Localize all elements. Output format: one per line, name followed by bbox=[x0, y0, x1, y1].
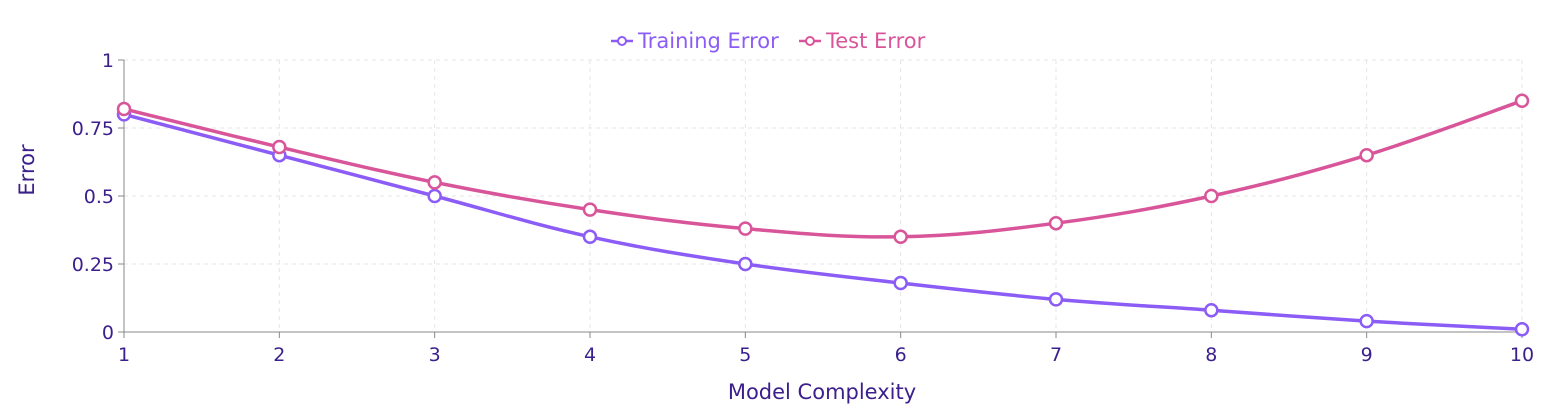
data-point-training-error[interactable] bbox=[1048, 292, 1064, 307]
y-tick-label: 0.75 bbox=[72, 118, 114, 140]
data-point-training-error[interactable] bbox=[1204, 302, 1219, 318]
y-axis-ticks: 0 0.25 0.5 0.75 1 bbox=[72, 50, 124, 344]
series-layer bbox=[116, 93, 1530, 337]
x-tick-label: 5 bbox=[739, 344, 751, 366]
series-training-error bbox=[116, 107, 1530, 337]
y-tick-label: 0 bbox=[102, 322, 114, 344]
data-point-test-error[interactable] bbox=[427, 175, 442, 190]
data-point-test-error[interactable] bbox=[1359, 147, 1374, 163]
x-tick-label: 7 bbox=[1050, 344, 1062, 366]
data-point-test-error[interactable] bbox=[893, 229, 908, 245]
data-point-training-error[interactable] bbox=[1359, 313, 1374, 329]
data-point-training-error[interactable] bbox=[582, 229, 598, 245]
x-tick-label: 1 bbox=[118, 344, 130, 366]
legend: Training Error Test Error bbox=[611, 29, 926, 53]
x-tick-label: 2 bbox=[273, 344, 285, 366]
legend-label-training-error: Training Error bbox=[637, 29, 779, 53]
data-point-test-error[interactable] bbox=[582, 202, 598, 217]
x-tick-label: 4 bbox=[584, 344, 596, 366]
series-test-error bbox=[116, 93, 1530, 245]
x-tick-label: 9 bbox=[1361, 344, 1373, 366]
data-point-training-error[interactable] bbox=[738, 256, 753, 272]
data-point-training-error[interactable] bbox=[1514, 322, 1530, 337]
x-axis-title: Model Complexity bbox=[728, 380, 916, 404]
data-point-test-error[interactable] bbox=[272, 139, 287, 155]
data-point-training-error[interactable] bbox=[427, 188, 442, 204]
y-tick-label: 0.5 bbox=[84, 186, 114, 208]
series-line-test-error bbox=[122, 99, 1524, 239]
legend-label-test-error: Test Error bbox=[825, 29, 926, 53]
x-tick-label: 8 bbox=[1205, 344, 1217, 366]
data-point-test-error[interactable] bbox=[116, 101, 132, 117]
legend-item-test-error[interactable]: Test Error bbox=[799, 29, 926, 53]
y-axis-title: Error bbox=[15, 144, 39, 196]
legend-marker-test-error bbox=[805, 36, 815, 46]
data-point-test-error[interactable] bbox=[1204, 188, 1219, 204]
x-tick-label: 10 bbox=[1510, 344, 1534, 366]
data-point-test-error[interactable] bbox=[1514, 93, 1530, 109]
legend-marker-training-error bbox=[617, 36, 627, 46]
y-tick-label: 1 bbox=[102, 50, 114, 72]
grid-layer bbox=[124, 59, 1523, 332]
legend-item-training-error[interactable]: Training Error bbox=[611, 29, 779, 53]
series-line-training-error bbox=[122, 112, 1524, 332]
y-tick-label: 0.25 bbox=[72, 254, 114, 276]
x-tick-label: 6 bbox=[895, 344, 907, 366]
data-point-test-error[interactable] bbox=[738, 221, 753, 236]
data-point-test-error[interactable] bbox=[1048, 215, 1064, 231]
x-tick-label: 3 bbox=[429, 344, 441, 366]
data-point-training-error[interactable] bbox=[893, 275, 908, 291]
x-axis-ticks: 1 2 3 4 5 6 7 8 9 10 bbox=[118, 332, 1534, 366]
